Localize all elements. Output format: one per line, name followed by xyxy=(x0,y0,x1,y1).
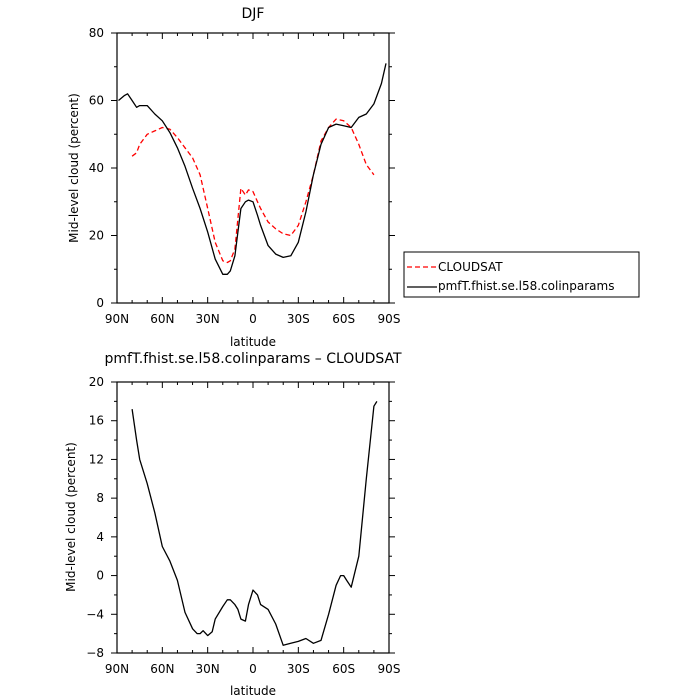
plot-frame xyxy=(116,32,390,304)
y-axis-label: Mid-level cloud (percent) xyxy=(67,93,81,243)
x-tick-label: 0 xyxy=(249,662,257,676)
y-tick-label: 0 xyxy=(96,569,104,583)
x-tick-label: 90S xyxy=(378,662,401,676)
y-tick-label: 40 xyxy=(89,161,104,175)
y-tick-label: 60 xyxy=(89,94,104,108)
legend: CLOUDSAT pmfT.fhist.se.l58.colinparams xyxy=(403,251,640,298)
chart-title: DJF xyxy=(242,6,265,22)
chart-title: pmfT.fhist.se.l58.colinparams – CLOUDSAT xyxy=(104,351,402,367)
plot-frame xyxy=(116,381,390,654)
legend-box xyxy=(403,251,640,298)
y-axis-label: Mid-level cloud (percent) xyxy=(64,442,78,592)
x-tick-label: 60N xyxy=(150,312,174,326)
x-tick-label: 90N xyxy=(105,662,129,676)
y-tick-label: −4 xyxy=(86,607,104,621)
x-tick-label: 0 xyxy=(249,312,257,326)
x-tick-label: 60N xyxy=(150,662,174,676)
legend-label-model: pmfT.fhist.se.l58.colinparams xyxy=(438,279,614,293)
legend-label-cloudsat: CLOUDSAT xyxy=(438,260,503,274)
y-tick-label: 20 xyxy=(89,229,104,243)
x-tick-label: 90S xyxy=(378,312,401,326)
series-line-difference xyxy=(131,401,378,646)
x-tick-label: 30N xyxy=(196,662,220,676)
x-tick-label: 30N xyxy=(196,312,220,326)
series-line-cloudsat xyxy=(131,118,375,264)
y-tick-label: 8 xyxy=(96,491,104,505)
panel-bottom: pmfT.fhist.se.l58.colinparams – CLOUDSAT… xyxy=(64,351,402,698)
y-tick-label: 80 xyxy=(89,26,104,40)
series-group xyxy=(131,401,378,646)
y-tick-label: 16 xyxy=(89,414,104,428)
x-axis-label: latitude xyxy=(230,335,276,349)
x-tick-label: 60S xyxy=(332,312,355,326)
x-tick-label: 60S xyxy=(332,662,355,676)
series-line-pmft-fhist-se-l58-colinparams xyxy=(118,63,387,275)
panel-top: DJF Mid-level cloud (percent) latitude 9… xyxy=(67,6,400,349)
y-tick-label: −8 xyxy=(86,646,104,660)
x-tick-label: 30S xyxy=(287,662,310,676)
x-axis-label: latitude xyxy=(230,684,276,698)
x-tick-label: 30S xyxy=(287,312,310,326)
x-tick-label: 90N xyxy=(105,312,129,326)
series-group xyxy=(118,63,387,275)
y-tick-label: 4 xyxy=(96,530,104,544)
y-tick-label: 0 xyxy=(96,296,104,310)
y-tick-label: 12 xyxy=(89,452,104,466)
axis-ticks: 90N 60N 30N 0 30S 60S 90S 0 20 40 60 80 xyxy=(89,26,401,326)
y-tick-label: 20 xyxy=(89,375,104,389)
